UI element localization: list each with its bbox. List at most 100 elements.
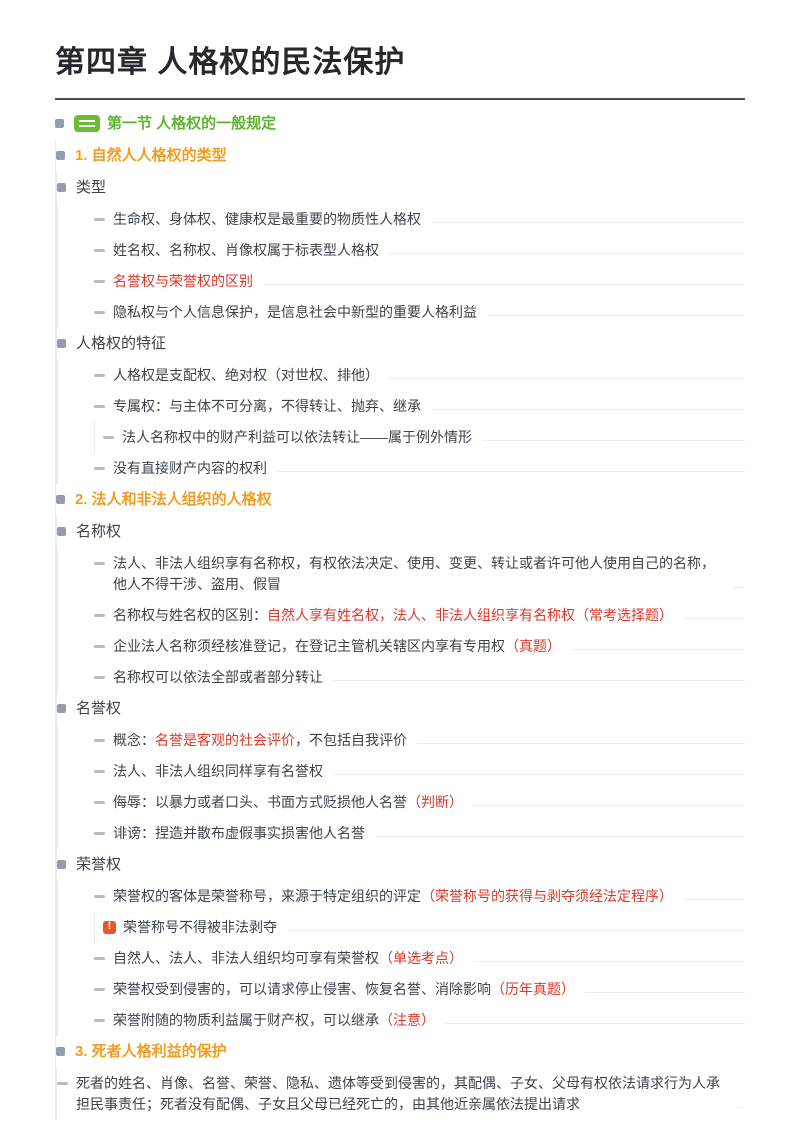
- node-label[interactable]: 专属权：与主体不可分离，不得转让、抛弃、继承: [113, 396, 421, 417]
- text-segment: 第一节 人格权的一般规定: [107, 115, 277, 132]
- dash-bullet-icon[interactable]: [94, 832, 105, 835]
- row-underline: [417, 730, 745, 744]
- node-label[interactable]: 人格权的特征: [76, 333, 166, 355]
- dash-bullet-icon[interactable]: [94, 280, 105, 283]
- node-label[interactable]: 生命权、身体权、健康权是最重要的物质性人格权: [113, 209, 421, 230]
- collapse-bullet-icon[interactable]: [56, 495, 65, 504]
- text-segment: 死者的姓名、肖像、名誉、荣誉、隐私、遗体等受到侵害的，其配偶、子女、父母有权依法…: [76, 1075, 720, 1112]
- text-segment: 诽谤：捏造并散布虚假事实损害他人名誉: [113, 825, 365, 841]
- outline-node-type: 类型 生命权、身体权、健康权是最重要的物质性人格权 姓名权、名称权、肖像权属于标…: [57, 172, 745, 328]
- dash-bullet-icon[interactable]: [94, 614, 105, 617]
- node-label[interactable]: 名称权与姓名权的区别：自然人享有姓名权，法人、非法人组织享有名称权（常考选择题）: [113, 605, 673, 626]
- collapse-bullet-icon[interactable]: [57, 339, 66, 348]
- dash-bullet-icon[interactable]: [94, 405, 105, 408]
- node-label[interactable]: 隐私权与个人信息保护，是信息社会中新型的重要人格利益: [113, 302, 477, 323]
- node-label[interactable]: 名誉权与荣誉权的区别: [113, 271, 253, 292]
- dash-bullet-icon[interactable]: [94, 218, 105, 221]
- dash-bullet-icon[interactable]: [94, 895, 105, 898]
- row-underline: [473, 792, 745, 806]
- dash-bullet-icon[interactable]: [94, 988, 105, 991]
- outline-leaf: 自然人、法人、非法人组织均可享有荣誉权（单选考点）: [94, 943, 745, 974]
- text-segment: 荣誉权: [76, 856, 122, 873]
- node-label[interactable]: 没有直接财产内容的权利: [113, 458, 267, 479]
- collapse-bullet-icon[interactable]: [57, 183, 66, 192]
- node-label[interactable]: 第一节 人格权的一般规定: [107, 113, 276, 135]
- text-segment: 人格权的特征: [76, 335, 167, 352]
- node-label[interactable]: 荣誉权的客体是荣誉称号，来源于特定组织的评定（荣誉称号的获得与剥夺须经法定程序）: [113, 886, 673, 907]
- outline-leaf: 名称权与姓名权的区别：自然人享有姓名权，法人、非法人组织享有名称权（常考选择题）: [94, 600, 745, 631]
- highlight-red-segment: （荣誉称号的获得与剥夺须经法定程序）: [421, 888, 673, 904]
- node-label[interactable]: 名称权可以依法全部或者部分转让: [113, 667, 323, 688]
- text-segment: 名称权与姓名权的区别：: [113, 607, 267, 623]
- outline-leaf: 概念：名誉是客观的社会评价，不包括自我评价: [94, 725, 745, 756]
- collapse-bullet-icon[interactable]: [56, 1047, 65, 1056]
- row-underline: [482, 427, 745, 441]
- node-label[interactable]: 侮辱：以暴力或者口头、书面方式贬损他人名誉（判断）: [113, 792, 463, 813]
- node-label[interactable]: 类型: [76, 177, 106, 199]
- outline-children: 法人、非法人组织享有名称权，有权依法决定、使用、变更、转让或者许可他人使用自己的…: [57, 548, 745, 693]
- row-underline: [389, 240, 745, 254]
- row-underline: [683, 605, 745, 619]
- dash-bullet-icon[interactable]: [94, 676, 105, 679]
- dash-bullet-icon[interactable]: [94, 249, 105, 252]
- node-label[interactable]: 企业法人名称须经核准登记，在登记主管机关辖区内享有专用权（真题）: [113, 636, 561, 657]
- node-label[interactable]: 2. 法人和非法人组织的人格权: [75, 489, 272, 511]
- node-label[interactable]: 3. 死者人格利益的保护: [75, 1041, 227, 1063]
- dash-bullet-icon[interactable]: [94, 645, 105, 648]
- dash-bullet-icon[interactable]: [94, 770, 105, 773]
- node-label[interactable]: 人格权是支配权、绝对权（对世权、排他）: [113, 365, 379, 386]
- dash-bullet-icon[interactable]: [94, 801, 105, 804]
- row-underline: [277, 458, 745, 472]
- outline-node-s1: 1. 自然人人格权的类型 类型 生命权、身体权、健康权是最重要的: [56, 140, 745, 484]
- text-segment: 专属权：与主体不可分离，不得转让、抛弃、继承: [113, 398, 421, 414]
- text-segment: 人格权是支配权、绝对权（对世权、排他）: [113, 367, 379, 383]
- node-label[interactable]: 名称权: [76, 521, 121, 543]
- dash-bullet-icon[interactable]: [94, 957, 105, 960]
- collapse-bullet-icon[interactable]: [57, 860, 66, 869]
- dash-bullet-icon[interactable]: [94, 739, 105, 742]
- highlight-red-segment: 名誉是客观的社会评价: [155, 732, 295, 748]
- node-label[interactable]: 荣誉权受到侵害的，可以请求停止侵害、恢复名誉、消除影响（历年真题）: [113, 979, 575, 1000]
- outline-children: 法人名称权中的财产利益可以依法转让——属于例外情形: [94, 422, 745, 453]
- row-underline: [683, 886, 745, 900]
- node-label[interactable]: 自然人、法人、非法人组织均可享有荣誉权（单选考点）: [113, 948, 463, 969]
- collapse-bullet-icon[interactable]: [55, 119, 64, 128]
- node-label[interactable]: 姓名权、名称权、肖像权属于标表型人格权: [113, 240, 379, 261]
- outline-node-honor-right: 荣誉权 荣誉权的客体是荣誉称号，来源于特定组织的评定（荣誉称号的获得与剥夺须经法…: [57, 849, 745, 1036]
- collapse-bullet-icon[interactable]: [57, 704, 66, 713]
- outline-leaf: 姓名权、名称权、肖像权属于标表型人格权: [94, 235, 745, 266]
- node-label[interactable]: 1. 自然人人格权的类型: [75, 145, 227, 167]
- node-label[interactable]: 概念：名誉是客观的社会评价，不包括自我评价: [113, 730, 407, 751]
- text-segment: 荣誉权的客体是荣誉称号，来源于特定组织的评定: [113, 888, 421, 904]
- node-label[interactable]: 名誉权: [76, 698, 121, 720]
- node-label[interactable]: 诽谤：捏造并散布虚假事实损害他人名誉: [113, 823, 365, 844]
- node-label[interactable]: 荣誉权: [76, 854, 121, 876]
- node-label[interactable]: 死者的姓名、肖像、名誉、荣誉、隐私、遗体等受到侵害的，其配偶、子女、父母有权依法…: [76, 1073, 727, 1115]
- dash-bullet-icon[interactable]: [103, 436, 114, 439]
- dash-bullet-icon[interactable]: [94, 374, 105, 377]
- row-underline: [431, 396, 745, 410]
- dash-bullet-icon[interactable]: [94, 562, 105, 565]
- node-label[interactable]: 荣誉附随的物质利益属于财产权，可以继承（注意）: [113, 1010, 435, 1031]
- text-segment: 自然人、法人、非法人组织均可享有荣誉权: [113, 950, 379, 966]
- node-label[interactable]: 法人名称权中的财产利益可以依法转让——属于例外情形: [122, 427, 472, 448]
- text-segment: 侮辱：以暴力或者口头、书面方式贬损他人名誉: [113, 794, 407, 810]
- highlight-red-segment: 名誉权与荣誉权的区别: [113, 273, 253, 289]
- text-segment: 荣誉称号不得被非法剥夺: [123, 919, 277, 935]
- collapse-bullet-icon[interactable]: [56, 151, 65, 160]
- text-segment: 没有直接财产内容的权利: [113, 460, 267, 476]
- node-label[interactable]: 荣誉称号不得被非法剥夺: [123, 917, 277, 938]
- outline-leaf: 法人、非法人组织同样享有名誉权: [94, 756, 745, 787]
- dash-bullet-icon[interactable]: [94, 1019, 105, 1022]
- dash-bullet-icon[interactable]: [57, 1082, 68, 1085]
- node-label[interactable]: 法人、非法人组织同样享有名誉权: [113, 761, 323, 782]
- collapse-bullet-icon[interactable]: [57, 527, 66, 536]
- outline-node-reputation-right: 名誉权 概念：名誉是客观的社会评价，不包括自我评价 法人、非法人组织同样享有名誉…: [57, 693, 745, 849]
- row-underline: [287, 917, 745, 931]
- dash-bullet-icon[interactable]: [94, 311, 105, 314]
- red-alert-icon: [103, 920, 116, 934]
- node-label[interactable]: 法人、非法人组织享有名称权，有权依法决定、使用、变更、转让或者许可他人使用自己的…: [113, 553, 724, 595]
- outline-children: 生命权、身体权、健康权是最重要的物质性人格权 姓名权、名称权、肖像权属于标表型人…: [57, 204, 745, 328]
- text-segment: 姓名权、名称权、肖像权属于标表型人格权: [113, 242, 379, 258]
- dash-bullet-icon[interactable]: [94, 467, 105, 470]
